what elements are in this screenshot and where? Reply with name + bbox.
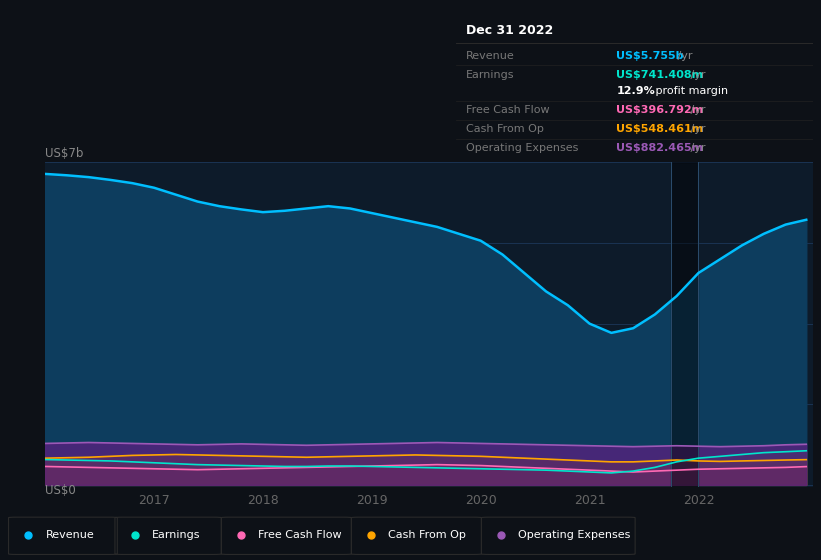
Text: /yr: /yr (687, 143, 705, 153)
Text: /yr: /yr (687, 70, 705, 80)
Text: Dec 31 2022: Dec 31 2022 (466, 24, 553, 37)
Text: US$882.465m: US$882.465m (617, 143, 704, 153)
Text: /yr: /yr (687, 105, 705, 115)
Text: Cash From Op: Cash From Op (388, 530, 466, 540)
Text: US$741.408m: US$741.408m (617, 70, 704, 80)
Text: Revenue: Revenue (466, 51, 515, 61)
Text: Revenue: Revenue (46, 530, 94, 540)
Text: 12.9%: 12.9% (617, 86, 655, 96)
Text: US$0: US$0 (45, 484, 76, 497)
Text: Cash From Op: Cash From Op (466, 124, 544, 134)
Text: Earnings: Earnings (466, 70, 515, 80)
Text: US$548.461m: US$548.461m (617, 124, 704, 134)
Text: US$396.792m: US$396.792m (617, 105, 704, 115)
Text: Operating Expenses: Operating Expenses (519, 530, 631, 540)
Text: Free Cash Flow: Free Cash Flow (466, 105, 550, 115)
Text: US$5.755b: US$5.755b (617, 51, 684, 61)
Text: Operating Expenses: Operating Expenses (466, 143, 579, 153)
Text: profit margin: profit margin (652, 86, 728, 96)
Text: Free Cash Flow: Free Cash Flow (259, 530, 342, 540)
Text: Earnings: Earnings (152, 530, 200, 540)
Text: /yr: /yr (674, 51, 693, 61)
Text: US$7b: US$7b (45, 147, 84, 160)
Text: /yr: /yr (687, 124, 705, 134)
Bar (672, 162, 699, 487)
